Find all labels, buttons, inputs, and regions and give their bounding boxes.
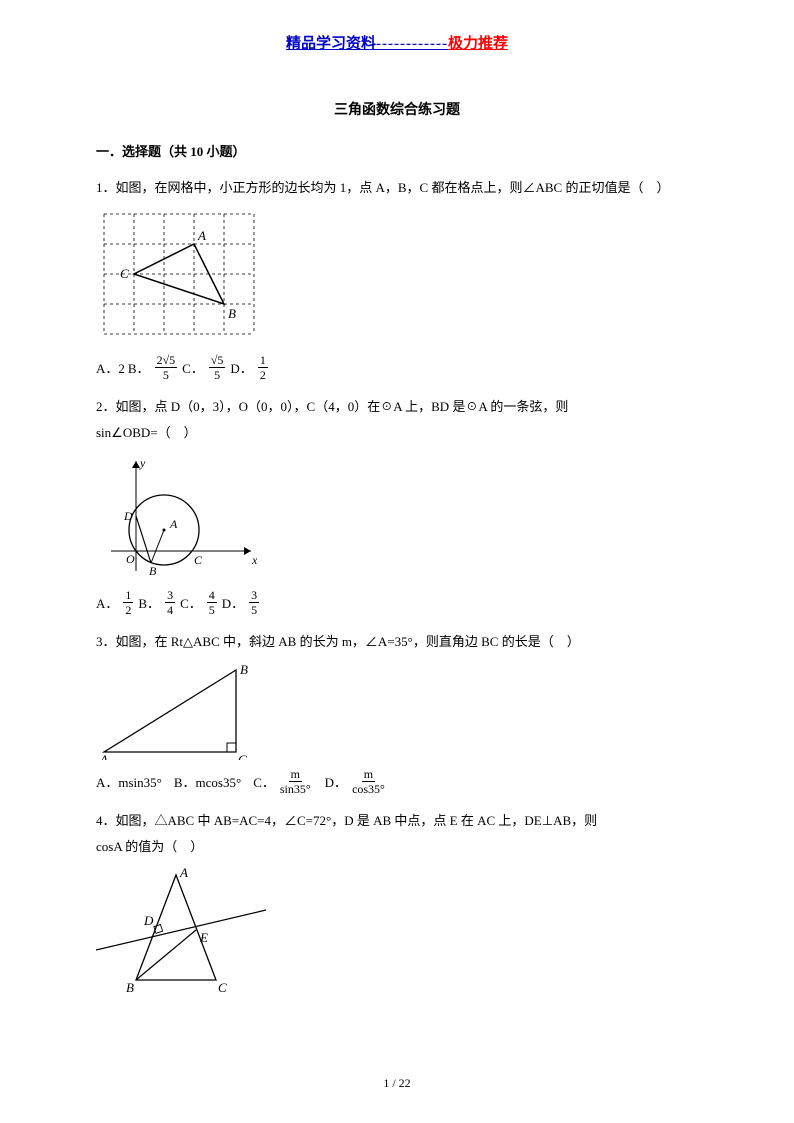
footer-sep: /: [389, 1076, 398, 1090]
q3-optB: B．mcos35°: [174, 772, 241, 791]
q3-options: A．msin35° B．mcos35° C． msin35° D． mcos35…: [96, 768, 698, 795]
footer-total: 22: [399, 1076, 411, 1090]
svg-text:A: A: [169, 517, 178, 531]
document-title: 三角函数综合练习题: [96, 99, 698, 119]
header-dashes: ------------: [376, 36, 448, 52]
svg-text:D: D: [123, 509, 133, 523]
q3-optC-frac: msin35°: [280, 768, 311, 795]
q1-optD-frac: 12: [258, 354, 268, 381]
svg-text:O: O: [126, 552, 135, 566]
q2-optC-label: C．: [180, 593, 202, 612]
svg-text:A: A: [197, 228, 206, 243]
q4-text2: cosA 的值为（ ）: [96, 835, 698, 859]
svg-text:D: D: [143, 913, 154, 928]
q1-optA: A．2: [96, 358, 125, 377]
q1-figure: A B C: [96, 206, 698, 346]
q1-optC-label: C．: [182, 358, 204, 377]
q1-optD-label: D．: [230, 358, 252, 377]
svg-text:y: y: [139, 456, 146, 470]
q2-figure: O D B C Ay x: [96, 451, 698, 581]
q3-figure: A B C: [96, 660, 698, 760]
q2-text1: 2．如图，点 D（0，3），O（0，0），C（4，0）在☉A 上，BD 是☉A …: [96, 395, 698, 419]
svg-text:x: x: [251, 553, 258, 567]
section-heading: 一．选择题（共 10 小题）: [96, 141, 698, 160]
svg-text:C: C: [194, 553, 203, 567]
q1-optB-frac: 2√55: [155, 354, 178, 381]
svg-text:C: C: [120, 266, 129, 281]
svg-text:C: C: [238, 752, 247, 760]
q1-options: A．2 B． 2√55 C． √55 D． 12: [96, 354, 698, 381]
q4-figure: A B C D E: [96, 865, 698, 995]
q4-text1: 4．如图，△ABC 中 AB=AC=4，∠C=72°，D 是 AB 中点，点 E…: [96, 809, 698, 833]
svg-text:B: B: [126, 980, 134, 995]
svg-text:B: B: [149, 564, 157, 578]
q2-optB-label: B．: [138, 593, 160, 612]
svg-text:B: B: [228, 306, 236, 321]
q1-text: 1．如图，在网格中，小正方形的边长均为 1，点 A，B，C 都在格点上，则∠AB…: [96, 176, 698, 200]
page-header: 精品学习资料------------极力推荐: [96, 32, 698, 53]
q2-optB-frac: 34: [165, 589, 175, 616]
q2-optA-label: A．: [96, 593, 118, 612]
q3-optA: A．msin35°: [96, 772, 162, 791]
q1-optC-frac: √55: [209, 354, 226, 381]
svg-text:A: A: [99, 752, 108, 760]
svg-text:A: A: [179, 865, 188, 880]
q3-text: 3．如图，在 Rt△ABC 中，斜边 AB 的长为 m，∠A=35°，则直角边 …: [96, 630, 698, 654]
q3-optD-label: D．: [325, 772, 347, 791]
header-left: 精品学习资料: [286, 36, 376, 52]
svg-text:C: C: [218, 980, 227, 995]
q1-optB-label: B．: [128, 358, 150, 377]
q2-text2: sin∠OBD=（ ）: [96, 421, 698, 445]
q2-optA-frac: 12: [123, 589, 133, 616]
q2-optD-frac: 35: [249, 589, 259, 616]
svg-text:E: E: [199, 930, 208, 945]
q3-optD-frac: mcos35°: [352, 768, 385, 795]
svg-text:B: B: [240, 662, 248, 677]
page-footer: 1 / 22: [0, 1076, 794, 1091]
q2-optD-label: D．: [222, 593, 244, 612]
q3-optC-label: C．: [253, 772, 275, 791]
header-right: 极力推荐: [448, 36, 508, 52]
q2-optC-frac: 45: [207, 589, 217, 616]
q2-options: A． 12 B． 34 C． 45 D． 35: [96, 589, 698, 616]
